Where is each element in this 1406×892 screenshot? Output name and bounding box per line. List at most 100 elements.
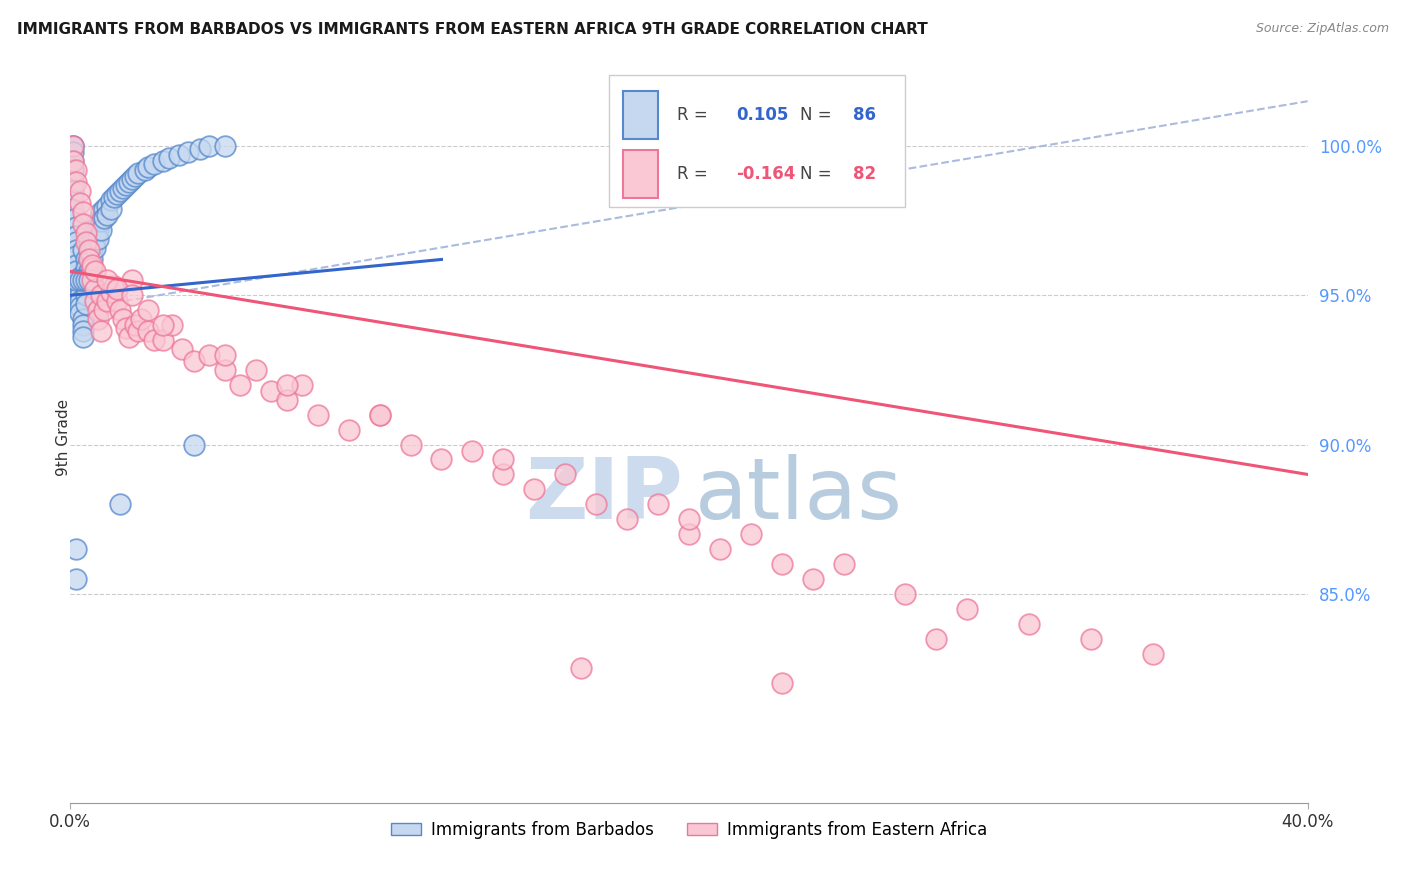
Point — [96, 273, 118, 287]
Text: 82: 82 — [853, 165, 876, 183]
Point — [103, 279, 125, 293]
Point — [105, 186, 128, 201]
Point — [368, 408, 391, 422]
Point — [131, 312, 153, 326]
Point — [108, 184, 131, 198]
Point — [72, 312, 94, 326]
Text: -0.164: -0.164 — [735, 165, 796, 183]
Point — [167, 148, 190, 162]
Point — [65, 250, 87, 264]
Point — [80, 252, 103, 267]
Point — [62, 153, 84, 168]
Point — [162, 318, 184, 332]
Point — [100, 193, 122, 207]
Point — [65, 175, 87, 189]
Point — [69, 273, 91, 287]
Point — [399, 437, 422, 451]
Point — [75, 288, 97, 302]
Point — [77, 244, 100, 258]
Point — [65, 219, 87, 234]
Point — [198, 139, 221, 153]
Point — [62, 175, 84, 189]
Point — [108, 497, 131, 511]
Point — [72, 204, 94, 219]
Bar — [623, 150, 658, 197]
Point — [84, 294, 107, 309]
Point — [75, 226, 97, 240]
Point — [62, 202, 84, 216]
Point — [152, 318, 174, 332]
Point — [134, 162, 156, 177]
Point — [77, 264, 100, 278]
Point — [72, 318, 94, 332]
Point — [62, 162, 84, 177]
Point — [65, 542, 87, 557]
Point — [115, 178, 138, 192]
Point — [678, 527, 700, 541]
Point — [96, 208, 118, 222]
Text: atlas: atlas — [695, 454, 903, 537]
Point — [260, 384, 283, 398]
Point — [65, 264, 87, 278]
Point — [214, 139, 236, 153]
Point — [90, 324, 112, 338]
Point — [84, 231, 107, 245]
Text: R =: R = — [676, 106, 713, 124]
Point — [93, 211, 115, 225]
Point — [87, 222, 110, 236]
Point — [709, 542, 731, 557]
Point — [118, 175, 141, 189]
Point — [75, 279, 97, 293]
Point — [1142, 647, 1164, 661]
Text: 86: 86 — [853, 106, 876, 124]
Point — [72, 244, 94, 258]
Point — [72, 330, 94, 344]
Point — [585, 497, 607, 511]
Point — [170, 342, 193, 356]
Point — [90, 288, 112, 302]
Point — [75, 235, 97, 249]
Point — [80, 244, 103, 258]
Point — [152, 153, 174, 168]
Point — [108, 303, 131, 318]
Text: 0.105: 0.105 — [735, 106, 789, 124]
Point — [770, 557, 793, 571]
Point — [492, 467, 515, 482]
Point — [121, 288, 143, 302]
Point — [430, 452, 453, 467]
Point — [87, 213, 110, 227]
Point — [69, 277, 91, 291]
Point — [152, 333, 174, 347]
Point — [75, 261, 97, 276]
Point — [307, 408, 329, 422]
Point — [121, 171, 143, 186]
Point — [62, 139, 84, 153]
Point — [72, 273, 94, 287]
Point — [177, 145, 200, 159]
Point — [72, 324, 94, 338]
Point — [647, 497, 669, 511]
Point — [80, 273, 103, 287]
Text: R =: R = — [676, 165, 713, 183]
Point — [69, 184, 91, 198]
Point — [96, 199, 118, 213]
Point — [740, 527, 762, 541]
Point — [65, 235, 87, 249]
Point — [84, 222, 107, 236]
Point — [77, 273, 100, 287]
Point — [62, 139, 84, 153]
Point — [75, 252, 97, 267]
Point — [87, 312, 110, 326]
Point — [69, 300, 91, 314]
Point — [136, 303, 159, 318]
Point — [925, 632, 948, 646]
Point — [65, 572, 87, 586]
Point — [142, 333, 165, 347]
Point — [832, 557, 855, 571]
Point — [1080, 632, 1102, 646]
Point — [75, 297, 97, 311]
Point — [276, 392, 298, 407]
Point — [105, 294, 128, 309]
Point — [62, 153, 84, 168]
Point — [77, 244, 100, 258]
